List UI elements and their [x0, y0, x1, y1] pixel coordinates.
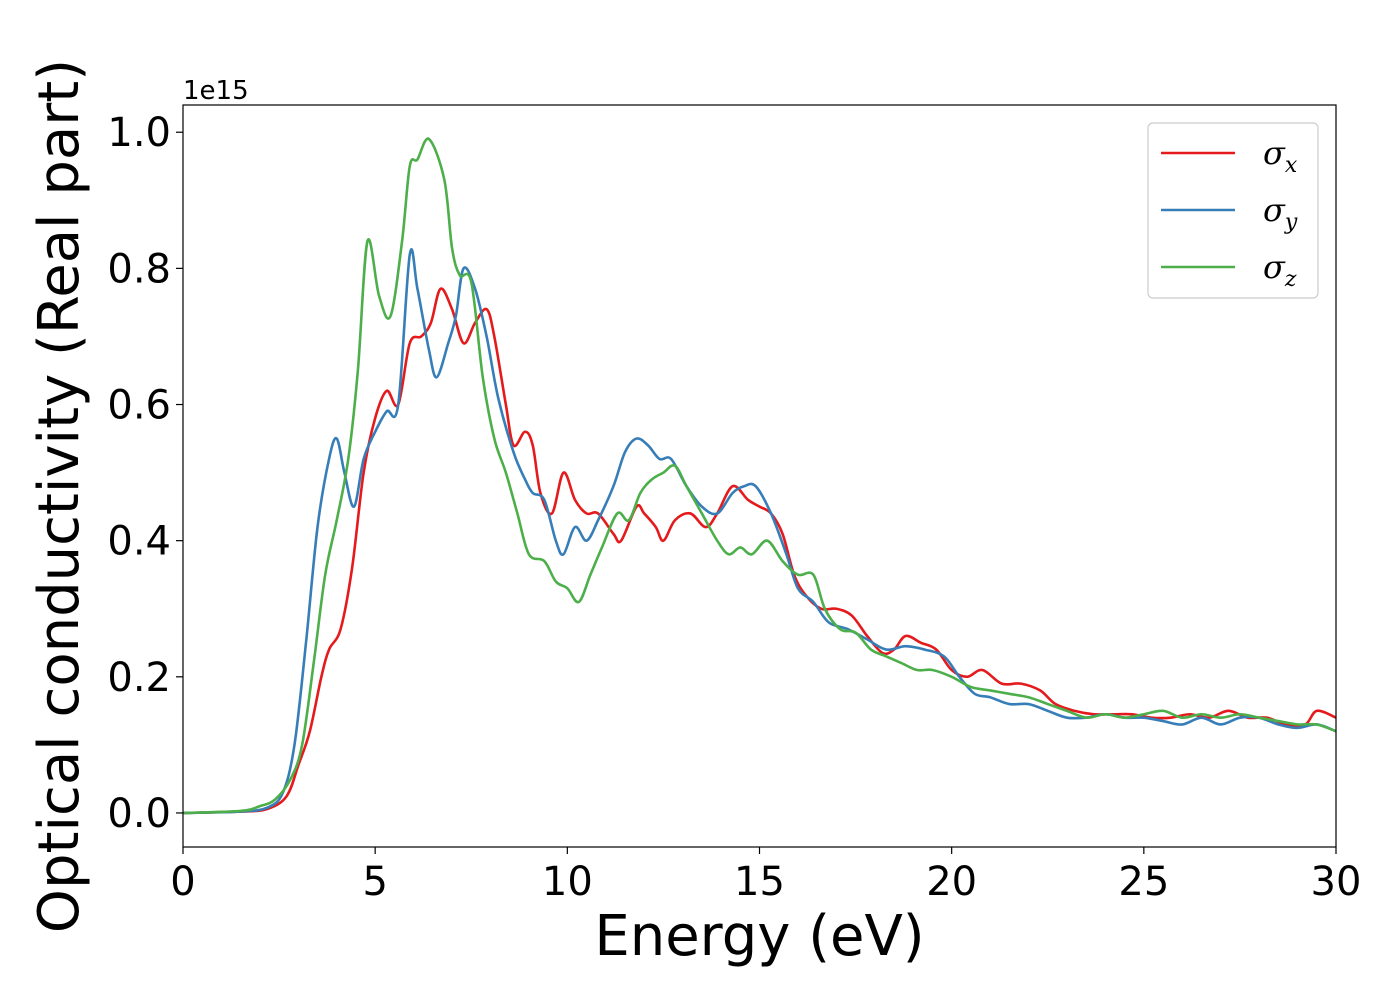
- x-tick-label: 25: [1118, 859, 1169, 905]
- y-tick-label: 0.6: [107, 383, 171, 429]
- x-tick-label: 5: [362, 859, 387, 905]
- y-tick-label: 0.4: [107, 519, 171, 565]
- y-tick-label: 0.0: [107, 791, 171, 837]
- plot-lines: [183, 137, 1336, 815]
- y-axis-label: Optical conductivity (Real part): [27, 59, 92, 933]
- x-tick-label: 0: [170, 859, 195, 905]
- x-tick-label: 20: [926, 859, 977, 905]
- x-axis-ticks: 0 5 10 15 20 25 30: [170, 847, 1361, 905]
- x-axis-label: Energy (eV): [594, 904, 924, 969]
- series-line-z: [183, 137, 1336, 815]
- x-tick-label: 15: [734, 859, 785, 905]
- y-tick-label: 0.2: [107, 655, 171, 701]
- y-axis-ticks: 0.0 0.2 0.4 0.6 0.8 1.0: [107, 110, 183, 837]
- x-tick-label: 10: [542, 859, 593, 905]
- y-axis-offset-label: 1e15: [183, 76, 249, 106]
- y-tick-label: 1.0: [107, 110, 171, 156]
- y-tick-label: 0.8: [107, 246, 171, 292]
- x-tick-label: 30: [1311, 859, 1362, 905]
